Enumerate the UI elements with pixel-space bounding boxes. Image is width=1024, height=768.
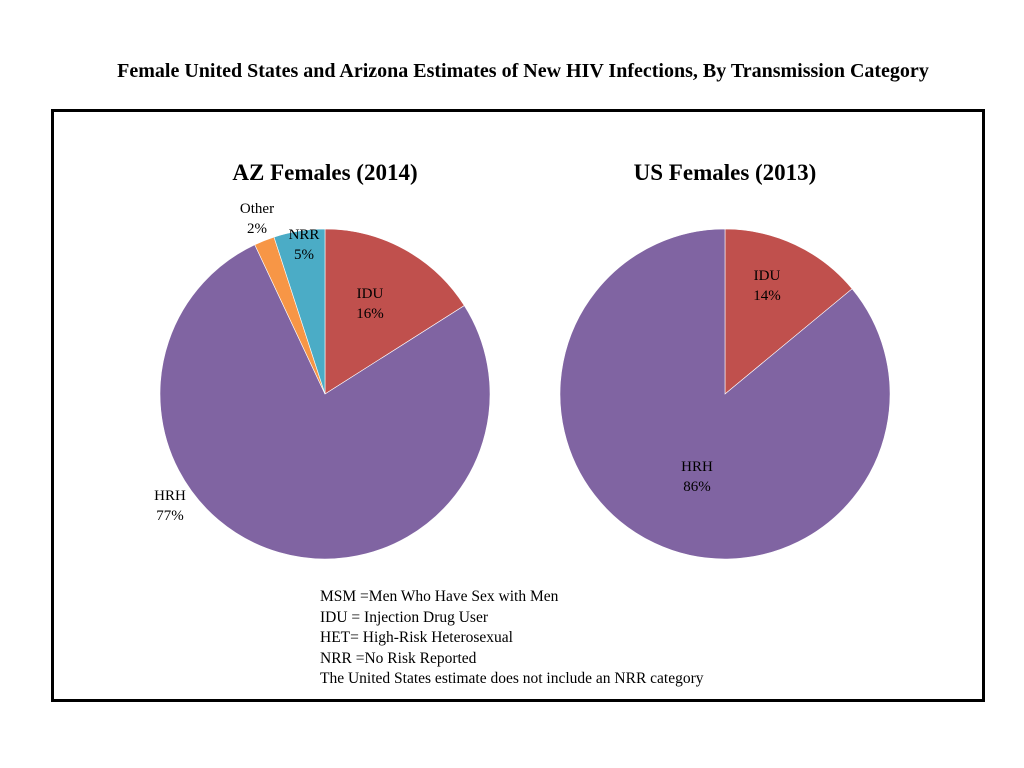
note-line: NRR =No Risk Reported	[320, 649, 477, 667]
pie-slice-idu	[324, 228, 465, 395]
us-pie: IDU 14% HRH 86%	[559, 228, 891, 560]
az-chart-title: AZ Females (2014)	[232, 160, 417, 185]
data-label-idu: IDU 16%	[356, 286, 384, 322]
data-label-hrh: HRH 86%	[681, 459, 713, 495]
data-label-idu: IDU 14%	[753, 268, 781, 304]
data-label-hrh: HRH 77%	[154, 488, 186, 524]
note-line: MSM =Men Who Have Sex with Men	[320, 588, 559, 605]
pie-slice-idu	[724, 228, 853, 395]
note-line: IDU = Injection Drug User	[320, 608, 489, 626]
az-pie: IDU 16% HRH 77% Other 2% NRR 5%	[154, 201, 491, 560]
note-line: HET= High-Risk Heterosexual	[320, 629, 513, 646]
data-label-other: Other 2%	[240, 201, 274, 237]
chart-frame	[51, 109, 985, 702]
pie-slice-nrr	[273, 228, 326, 395]
pie-slice-hrh	[559, 228, 891, 560]
page-title: Female United States and Arizona Estimat…	[117, 60, 929, 82]
data-label-nrr: NRR 5%	[289, 227, 320, 263]
us-chart-title: US Females (2013)	[634, 160, 817, 185]
note-line: The United States estimate does not incl…	[320, 670, 704, 687]
notes-block: MSM =Men Who Have Sex with Men IDU = Inj…	[320, 587, 704, 690]
pie-slice-hrh	[159, 244, 491, 560]
